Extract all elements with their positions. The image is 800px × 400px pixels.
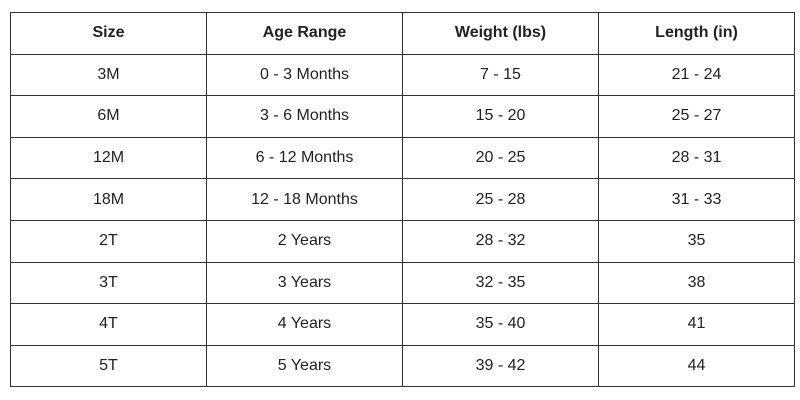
table-cell: 12M xyxy=(10,136,207,180)
table-body: 3M 0 - 3 Months 7 - 15 21 - 24 6M 3 - 6 Month… xyxy=(10,53,795,388)
table-cell: 20 - 25 xyxy=(402,136,599,180)
size-table: Size Age Range Weight (lbs) Length (in) 3M 0… xyxy=(10,12,795,388)
table-cell: 3 Years xyxy=(206,261,403,305)
table-cell: 15 - 20 xyxy=(402,95,599,138)
table-head: Size Age Range Weight (lbs) Length (in) xyxy=(10,12,795,55)
table-cell: 39 - 42 xyxy=(402,344,599,388)
table-cell: 3T xyxy=(10,261,207,305)
table-cell: 3 - 6 Months xyxy=(206,95,403,138)
table-cell: 18M xyxy=(10,178,207,221)
table-cell: 6 - 12 Months xyxy=(206,136,403,180)
table-cell: 5T xyxy=(10,344,207,388)
table-cell: 25 - 28 xyxy=(402,178,599,221)
header-cell: Weight (lbs) xyxy=(402,12,599,55)
table-cell: 35 - 40 xyxy=(402,303,599,346)
table-cell: 44 xyxy=(598,344,795,388)
table-cell: 21 - 24 xyxy=(598,53,795,97)
table-cell: 32 - 35 xyxy=(402,261,599,305)
table-row: 6M 3 - 6 Months 15 - 20 25 - 27 xyxy=(10,95,795,138)
table-cell: 4T xyxy=(10,303,207,346)
table-cell: 7 - 15 xyxy=(402,53,599,97)
table-cell: 35 xyxy=(598,219,795,263)
table-row: 4T 4 Years 35 - 40 41 xyxy=(10,303,795,346)
table-row: 2T 2 Years 28 - 32 35 xyxy=(10,219,795,263)
table-cell: 31 - 33 xyxy=(598,178,795,221)
header-cell: Size xyxy=(10,12,207,55)
table-cell: 28 - 32 xyxy=(402,219,599,263)
table-cell: 6M xyxy=(10,95,207,138)
table-container: Size Age Range Weight (lbs) Length (in) 3M 0… xyxy=(10,12,795,388)
table-cell: 41 xyxy=(598,303,795,346)
table-cell: 2 Years xyxy=(206,219,403,263)
table-row: 18M 12 - 18 Months 25 - 28 31 - 33 xyxy=(10,178,795,221)
table-cell: 38 xyxy=(598,261,795,305)
table-cell: 0 - 3 Months xyxy=(206,53,403,97)
table-cell: 5 Years xyxy=(206,344,403,388)
table-row: 5T 5 Years 39 - 42 44 xyxy=(10,344,795,388)
table-cell: 4 Years xyxy=(206,303,403,346)
table-row: 3M 0 - 3 Months 7 - 15 21 - 24 xyxy=(10,53,795,97)
table-cell: 25 - 27 xyxy=(598,95,795,138)
table-row: 3T 3 Years 32 - 35 38 xyxy=(10,261,795,305)
header-cell: Age Range xyxy=(206,12,403,55)
table-cell: 2T xyxy=(10,219,207,263)
table-row: 12M 6 - 12 Months 20 - 25 28 - 31 xyxy=(10,136,795,180)
table-cell: 28 - 31 xyxy=(598,136,795,180)
table-cell: 12 - 18 Months xyxy=(206,178,403,221)
header-cell: Length (in) xyxy=(598,12,795,55)
table-cell: 3M xyxy=(10,53,207,97)
header-row: Size Age Range Weight (lbs) Length (in) xyxy=(10,12,795,55)
